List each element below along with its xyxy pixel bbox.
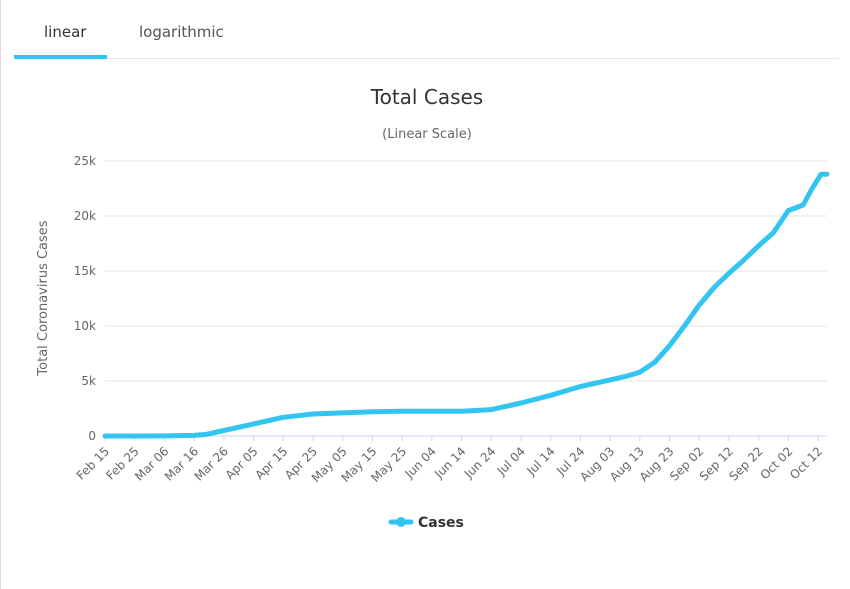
- x-tick-label: Sep 22: [726, 444, 765, 483]
- y-tick-label: 25k: [74, 154, 96, 168]
- x-tick-label: Apr 05: [223, 444, 261, 482]
- x-tick-label: Jun 24: [461, 444, 498, 481]
- y-axis-ticks: 0 5k 10k 15k 20k 25k: [74, 154, 96, 443]
- y-tick-label: 10k: [74, 319, 96, 333]
- legend[interactable]: Cases: [388, 515, 464, 531]
- x-tick-label: Oct 12: [787, 444, 825, 482]
- chart-title: Total Cases: [370, 85, 483, 109]
- x-tick-label: Jun 14: [431, 444, 468, 481]
- y-tick-label: 15k: [74, 264, 96, 278]
- y-axis-label: Total Coronavirus Cases: [36, 220, 51, 376]
- series-layer: [102, 171, 830, 439]
- active-tab-indicator: [14, 55, 107, 59]
- x-tick-label: Jul 14: [523, 444, 557, 478]
- legend-label-cases: Cases: [418, 515, 464, 531]
- y-tick-label: 20k: [74, 209, 96, 223]
- x-tick-label: Oct 02: [757, 444, 795, 482]
- y-tick-label: 5k: [81, 374, 96, 388]
- grid-lines: [105, 160, 827, 437]
- tab-linear[interactable]: linear: [44, 23, 87, 41]
- y-tick-label: 0: [88, 429, 96, 443]
- x-tick-label: Jun 04: [402, 444, 439, 481]
- tab-logarithmic[interactable]: logarithmic: [139, 23, 224, 41]
- series-line-cases: [102, 171, 830, 439]
- chart-subtitle: (Linear Scale): [382, 127, 472, 142]
- x-tick-label: Mar 26: [192, 444, 231, 483]
- x-tick-label: Jul 04: [494, 444, 528, 478]
- legend-dot-marker: [396, 517, 406, 527]
- scale-tabs: linear logarithmic: [14, 0, 839, 59]
- x-tick-label: Apr 15: [252, 444, 290, 482]
